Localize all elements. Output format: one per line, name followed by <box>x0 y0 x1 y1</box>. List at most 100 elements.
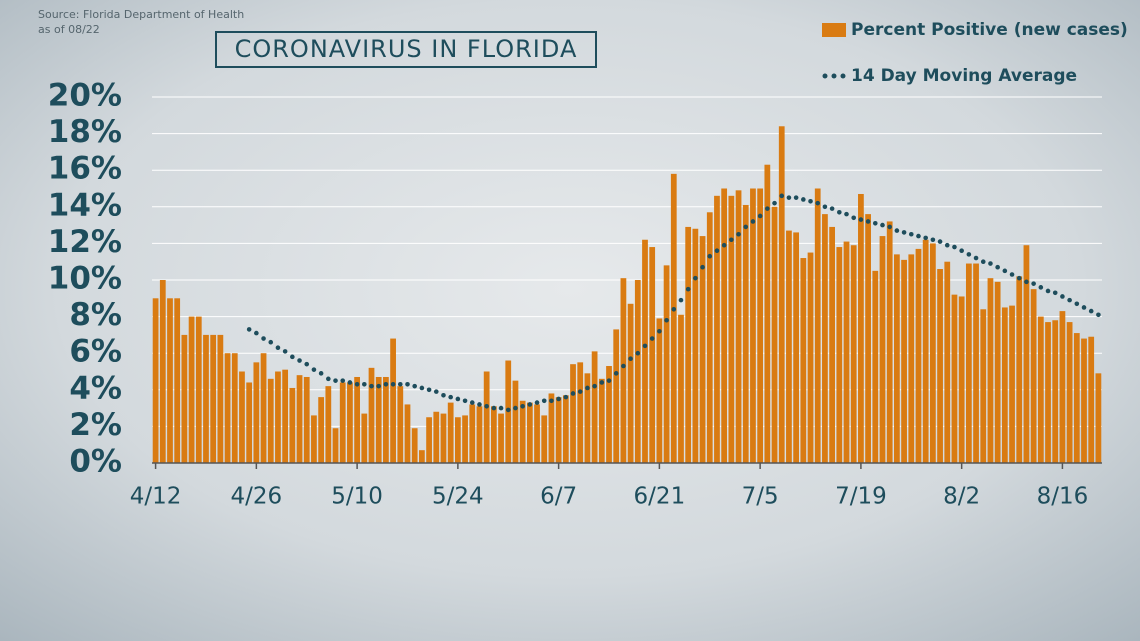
moving-average-dot <box>563 394 569 400</box>
moving-average-dot <box>556 396 561 402</box>
bar <box>757 188 764 463</box>
bar <box>1023 245 1030 463</box>
x-tick-label: 4/12 <box>130 484 182 510</box>
bar <box>822 214 828 463</box>
moving-average-dot <box>1081 305 1087 310</box>
moving-average-dot <box>520 403 525 409</box>
bar <box>858 193 864 464</box>
bar <box>721 188 728 463</box>
bar <box>440 413 447 463</box>
bar <box>951 294 958 463</box>
bar <box>656 318 663 463</box>
moving-average-dot <box>592 383 597 389</box>
moving-average-dot <box>700 264 705 270</box>
bar <box>462 415 468 463</box>
moving-average-dot <box>613 371 619 376</box>
bar <box>339 382 346 463</box>
bar <box>742 204 749 463</box>
x-tick-label: 8/16 <box>1037 484 1089 510</box>
moving-average-dot <box>1067 297 1072 303</box>
bar <box>447 402 454 463</box>
x-tick-label: 7/19 <box>835 484 887 510</box>
bar <box>944 261 951 463</box>
bar <box>224 353 231 463</box>
bar <box>181 334 188 463</box>
bar <box>894 254 900 463</box>
bar <box>1001 307 1008 463</box>
y-tick-label: 16% <box>48 151 122 187</box>
bar <box>886 221 893 463</box>
moving-average-dot <box>865 219 871 224</box>
moving-average-dot <box>1024 279 1029 285</box>
legend-label: Percent Positive (new cases) <box>851 20 1128 40</box>
moving-average-dot <box>671 306 677 312</box>
bar <box>411 428 418 463</box>
moving-average-dot <box>469 400 475 405</box>
bar <box>275 371 281 463</box>
moving-average-dot <box>793 195 799 200</box>
bar <box>908 254 915 463</box>
bar <box>318 397 325 463</box>
moving-average-dot <box>786 195 792 200</box>
bar <box>714 195 720 463</box>
moving-average-dot <box>966 252 972 257</box>
moving-average-dot <box>901 230 907 235</box>
moving-average-dot <box>347 380 353 385</box>
moving-average-dot <box>980 259 986 265</box>
moving-average-dot <box>1074 301 1080 307</box>
bar <box>483 371 490 463</box>
moving-average-dot <box>952 244 957 250</box>
bar <box>879 236 886 463</box>
moving-average-dot <box>887 224 892 230</box>
bar <box>570 364 576 463</box>
bar <box>778 126 785 463</box>
moving-average-dot <box>448 394 453 400</box>
moving-average-dot <box>477 402 482 407</box>
moving-average-dot <box>923 235 928 241</box>
bar <box>584 373 591 463</box>
moving-average-dot <box>599 380 605 385</box>
moving-average-dot <box>412 383 417 389</box>
moving-average-dot <box>397 382 403 387</box>
bar <box>390 338 396 463</box>
bar <box>994 281 1001 463</box>
moving-average-dot <box>419 385 425 391</box>
moving-average-dot <box>290 354 295 360</box>
moving-average-dot <box>527 402 533 407</box>
bar <box>1066 322 1073 463</box>
moving-average-dot <box>916 233 921 239</box>
bar <box>786 230 792 463</box>
bar <box>872 270 879 463</box>
moving-average-dot <box>736 231 741 237</box>
moving-average-dot <box>570 391 576 396</box>
moving-average-dot <box>1031 281 1036 286</box>
y-tick-label: 0% <box>69 444 122 480</box>
moving-average-dot <box>707 253 713 259</box>
moving-average-dot <box>872 220 878 226</box>
moving-average-dot <box>930 237 936 243</box>
legend-label: 14 Day Moving Average <box>851 66 1077 86</box>
bar <box>793 232 800 463</box>
x-tick-label: 5/24 <box>432 484 484 510</box>
bar <box>901 259 907 463</box>
moving-average-dot <box>729 237 734 243</box>
moving-average-dot <box>642 343 648 349</box>
bar <box>512 380 519 463</box>
bar <box>649 247 656 463</box>
bar <box>469 404 476 463</box>
bar <box>1037 316 1044 463</box>
bar <box>383 376 389 463</box>
moving-average-dot <box>254 330 259 336</box>
moving-average-dot <box>433 389 439 394</box>
moving-average-dot <box>405 382 410 387</box>
moving-average-dot <box>282 349 288 354</box>
bar <box>836 247 843 463</box>
bar <box>728 195 735 463</box>
bar <box>354 376 360 463</box>
moving-average-dot <box>304 361 310 367</box>
bar <box>829 226 835 463</box>
moving-average-dot <box>844 211 849 217</box>
moving-average-dot <box>340 378 346 383</box>
bar <box>606 366 612 463</box>
x-tick-label: 8/2 <box>943 484 980 510</box>
